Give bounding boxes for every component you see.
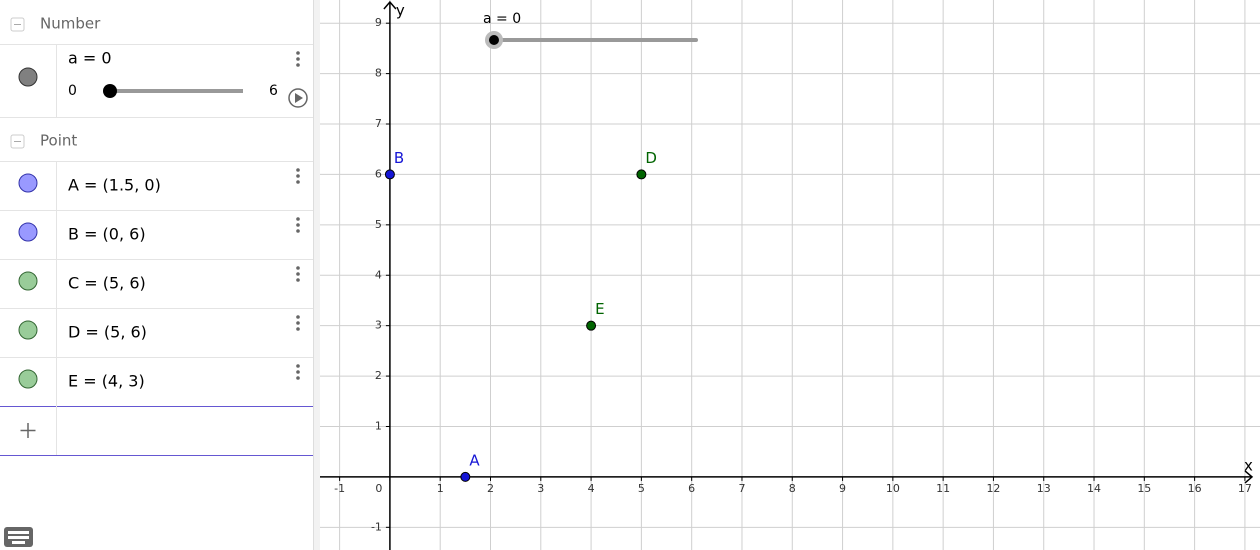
menu-dot[interactable] xyxy=(296,278,300,282)
point-label: E xyxy=(595,300,604,318)
x-tick-label: 15 xyxy=(1137,482,1151,495)
item-definition[interactable]: E = (4, 3) xyxy=(68,372,145,391)
algebra-panel xyxy=(0,0,313,550)
item-definition[interactable]: a = 0 xyxy=(68,49,112,68)
x-tick-label: 17 xyxy=(1238,482,1252,495)
collapse-icon[interactable] xyxy=(10,134,25,149)
menu-dot xyxy=(296,266,300,270)
visibility-toggle[interactable] xyxy=(18,369,38,389)
item-definition[interactable]: D = (5, 6) xyxy=(68,323,147,342)
x-tick-label: 7 xyxy=(738,482,745,495)
visibility-toggle[interactable] xyxy=(18,173,38,193)
x-tick-label: 13 xyxy=(1037,482,1051,495)
group-title: Point xyxy=(40,132,77,150)
x-tick-label: 14 xyxy=(1087,482,1101,495)
y-tick-label: 3 xyxy=(375,319,382,332)
input-bar[interactable] xyxy=(57,407,313,454)
y-tick-label: 1 xyxy=(375,419,382,432)
menu-dot xyxy=(296,174,300,178)
item-definition[interactable]: A = (1.5, 0) xyxy=(68,176,161,195)
x-tick-label: 8 xyxy=(789,482,796,495)
visibility-toggle[interactable] xyxy=(18,222,38,242)
x-tick-label: 12 xyxy=(986,482,1000,495)
menu-dot xyxy=(296,315,300,319)
keyboard-button[interactable] xyxy=(4,527,33,547)
menu-dot xyxy=(296,51,300,55)
menu-dot[interactable] xyxy=(296,376,300,380)
panel-divider[interactable] xyxy=(313,0,320,550)
slider-max: 6 xyxy=(269,83,278,99)
visibility-toggle[interactable] xyxy=(18,271,38,291)
slider-knob[interactable] xyxy=(489,35,499,45)
menu-dot[interactable] xyxy=(296,63,300,67)
x-tick-label: 5 xyxy=(638,482,645,495)
x-tick-label: 11 xyxy=(936,482,950,495)
slider-knob[interactable] xyxy=(103,84,117,98)
menu-dot xyxy=(296,272,300,276)
menu-dot xyxy=(296,217,300,221)
y-axis-arrow xyxy=(383,0,397,10)
menu-dot xyxy=(296,57,300,61)
item-definition[interactable]: C = (5, 6) xyxy=(68,274,146,293)
point[interactable] xyxy=(586,320,597,331)
menu-dot[interactable] xyxy=(296,229,300,233)
x-tick-label: 3 xyxy=(537,482,544,495)
y-tick-label: 8 xyxy=(375,67,382,80)
visibility-toggle[interactable] xyxy=(18,320,38,340)
menu-dot xyxy=(296,370,300,374)
menu-dot xyxy=(296,321,300,325)
x-tick-label: -1 xyxy=(334,482,345,495)
menu-dot xyxy=(296,168,300,172)
menu-dot xyxy=(296,364,300,368)
x-tick-label: 16 xyxy=(1188,482,1202,495)
play-button[interactable] xyxy=(288,88,308,108)
x-tick-label: 6 xyxy=(688,482,695,495)
menu-dot xyxy=(296,223,300,227)
y-tick-label: 5 xyxy=(375,218,382,231)
item-definition[interactable]: B = (0, 6) xyxy=(68,225,146,244)
x-tick-label: 9 xyxy=(839,482,846,495)
x-tick-label: 4 xyxy=(588,482,595,495)
point[interactable] xyxy=(384,169,395,180)
point-label: A xyxy=(469,451,480,469)
play-icon xyxy=(295,93,303,103)
y-tick-label: 6 xyxy=(375,167,382,180)
slider-min: 0 xyxy=(68,83,77,99)
x-tick-label: 1 xyxy=(437,482,444,495)
point-label: D xyxy=(645,149,657,167)
group-title: Number xyxy=(40,15,101,33)
menu-dot[interactable] xyxy=(296,180,300,184)
y-tick-label: 4 xyxy=(375,268,382,281)
visibility-toggle[interactable] xyxy=(18,67,38,87)
y-axis-label: y xyxy=(396,2,405,20)
x-axis-arrow xyxy=(1244,470,1254,484)
y-tick-label: -1 xyxy=(371,520,382,533)
collapse-icon[interactable] xyxy=(10,17,25,32)
point-label: B xyxy=(394,149,404,167)
slider-label: a = 0 xyxy=(483,11,521,27)
x-tick-label: 10 xyxy=(886,482,900,495)
x-axis-label: x xyxy=(1244,456,1253,474)
point[interactable] xyxy=(636,169,647,180)
x-tick-label: 0 xyxy=(375,482,382,495)
menu-dot[interactable] xyxy=(296,327,300,331)
y-tick-label: 2 xyxy=(375,369,382,382)
point[interactable] xyxy=(460,471,471,482)
y-tick-label: 9 xyxy=(375,16,382,29)
x-tick-label: 2 xyxy=(487,482,494,495)
y-tick-label: 7 xyxy=(375,117,382,130)
add-icon[interactable] xyxy=(20,423,36,438)
